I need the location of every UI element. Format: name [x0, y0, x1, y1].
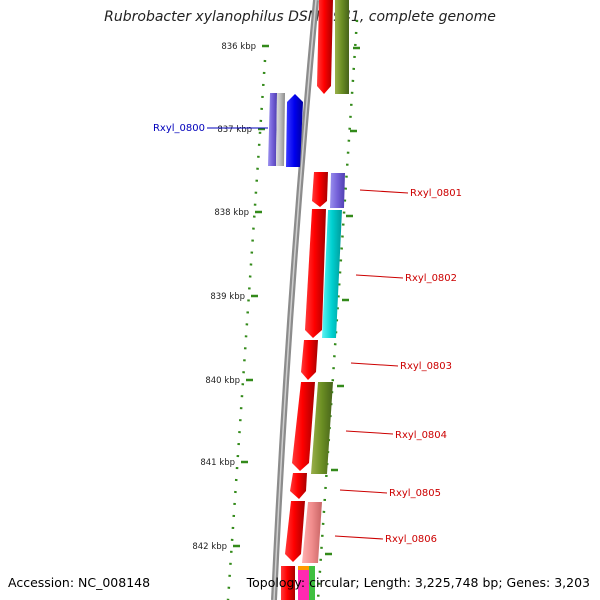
feature-bar[interactable]: [302, 502, 322, 563]
scale-tick-label: 836 kbp: [221, 42, 256, 52]
gene-label-leader: [355, 274, 404, 279]
gene-body-rxyl-0802[interactable]: [305, 209, 326, 338]
scale-tick-label: 840 kbp: [205, 376, 240, 386]
feature-bar[interactable]: [268, 93, 277, 166]
gene-body[interactable]: [281, 566, 295, 600]
feature-bar[interactable]: [335, 0, 349, 94]
gene-body-rxyl-0804[interactable]: [292, 382, 315, 471]
gene-label[interactable]: Rxyl_0802: [405, 273, 457, 284]
map-title: Rubrobacter xylanophilus DSM 9941, compl…: [104, 9, 496, 25]
scale-tick-label: 842 kbp: [192, 542, 227, 552]
accession-label: Accession: NC_008148: [8, 575, 151, 590]
gene-label[interactable]: Rxyl_0805: [389, 488, 441, 499]
gene-label[interactable]: Rxyl_0804: [395, 430, 447, 441]
gene-body-rxyl-0803[interactable]: [301, 340, 318, 380]
scale-tick-label: 841 kbp: [200, 458, 235, 468]
scale-tick-label: 838 kbp: [214, 208, 249, 218]
feature-bar[interactable]: [322, 210, 342, 338]
gene-body-rxyl-0805[interactable]: [290, 473, 307, 499]
gene-label[interactable]: Rxyl_0806: [385, 534, 437, 545]
scale-tick-label: 837 kbp: [217, 125, 252, 135]
gene-label-leader: [359, 189, 409, 194]
gene-label[interactable]: Rxyl_0803: [400, 361, 452, 372]
tick-ruler-left: [226, 59, 267, 600]
feature-bar[interactable]: [330, 173, 345, 208]
feature-bar[interactable]: [276, 93, 285, 166]
feature-bar[interactable]: [311, 382, 333, 474]
scale-tick-label: 839 kbp: [210, 292, 245, 302]
gene-label-leader: [350, 362, 399, 367]
gene-label-leader: [345, 430, 394, 435]
gene-label-leader: [334, 535, 384, 540]
feature-bar[interactable]: [298, 566, 312, 600]
tick-ruler-right: [316, 19, 359, 600]
genome-summary: Topology: circular; Length: 3,225,748 bp…: [246, 575, 590, 590]
gene-body[interactable]: [317, 0, 333, 94]
gene-body-rxyl-0806[interactable]: [285, 501, 305, 562]
gene-body-rxyl-0800[interactable]: [286, 94, 303, 167]
gene-label-leader: [339, 489, 388, 494]
gene-label[interactable]: Rxyl_0800: [153, 123, 205, 134]
gene-body-rxyl-0801[interactable]: [312, 172, 328, 207]
gene-label[interactable]: Rxyl_0801: [410, 188, 462, 199]
label-layer: 836 kbp 837 kbp 838 kbp 839 kbp 840 kbp 841 k…: [153, 42, 462, 556]
